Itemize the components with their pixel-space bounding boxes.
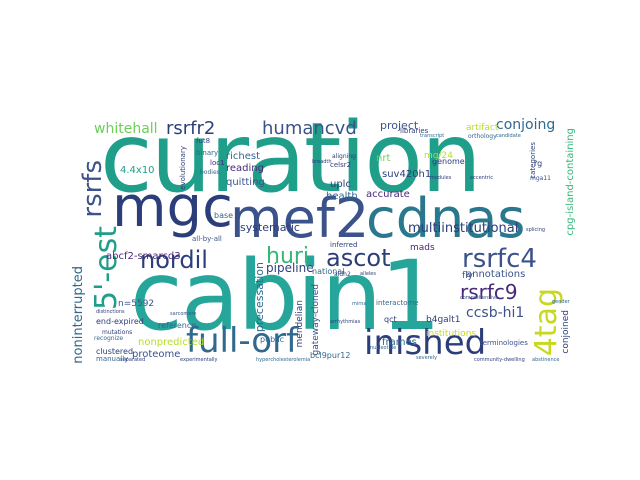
word-reference: reference [158,321,197,330]
word-candidate: candidate [496,133,521,139]
word-binary: binary [196,149,219,157]
word-base: base [214,211,234,220]
word-experimentally: experimentally [180,357,218,363]
word-clustered: clustered [96,347,134,356]
word-mga11: mga11 [530,175,551,182]
word-manually: manually [96,355,129,363]
word-reading: reading [226,163,264,174]
word-cabin1: cabin1 [130,240,441,352]
word-arrhythmias: arrhythmias [330,319,361,325]
word-multiinstitutional: multiinstitutional [408,221,519,236]
word-mef2: mef2 [230,187,370,250]
word-ascot: ascot [326,244,391,272]
word-eccentric: eccentric [470,175,493,181]
word-n-5592: n=5592 [118,299,155,309]
word-nrt: nrt [376,153,391,164]
word-b4galt1: b4galt1 [426,315,461,325]
word-terminologies: terminologies [480,339,528,347]
word-institutions: institutions [426,329,477,339]
word-mads: mads [410,243,435,253]
word-comprehensive: comprehensive [460,295,499,301]
word-qct: qct [384,315,397,324]
word-health: health [326,191,358,202]
word-quitting: quitting [226,177,265,188]
word-rg: rg [534,159,543,168]
word-ccsb-hi1: ccsb-hi1 [466,305,525,321]
word-full-orf: full-orf [186,321,299,361]
word-annotations: annotations [466,269,526,280]
word-mutations: mutations [102,329,133,336]
word-mg24: mg/24 [424,151,453,161]
word-community-dwelling: community-dwelling [474,357,525,363]
word-huri: huri [266,244,310,269]
word-conjoined: conjoined [561,310,571,354]
word-frames: frames [382,337,417,348]
word-project: project [380,119,419,132]
word-bodies: bodies [200,169,220,176]
word-conjoing: conjoing [496,117,556,133]
word-artifact: artifact [466,123,499,133]
word-humancvd: humancvd [262,118,357,139]
word-libraries: libraries [400,127,429,135]
word-cpg-island-containing: cpg-island-containing [565,128,576,236]
word-uplc: uplc [330,179,351,190]
word-noninterrupted: noninterrupted [71,266,86,364]
word-breadth: breadth [312,159,332,165]
word-abstinence: abstinence [532,357,560,363]
word-orthology: orthology [468,133,497,140]
word-end-expired: end-expired [96,317,144,326]
word-proteome: proteome [132,349,181,360]
word-alleles: alleles [360,271,376,277]
word-transcript: transcript [420,133,445,139]
word-evolutionary: evolutionary [179,146,187,190]
word-national: national [312,267,345,276]
word-rsrfs: rsrfs [78,160,108,218]
word-genome: genome [432,157,465,166]
word-abcf2-smarcd3: abcf2-smarcd3 [106,251,181,262]
word-sarcomere: sarcomere [170,311,197,317]
word-gender: gender [552,299,570,305]
word-curation: curation [100,102,482,214]
word-recognize: recognize [94,335,124,342]
word-nordil: nordil [140,246,208,274]
word-nucleotide: nucleotide [370,345,397,351]
word-inferred: inferred [330,241,358,249]
word-accurate: accurate [366,189,410,200]
word-all-by-all: all-by-all [192,235,222,243]
word-severely: severely [416,355,438,361]
word-modules: modules [430,175,452,181]
word-richest: richest [226,151,261,162]
word-precessation: precessation [253,262,266,333]
word-splicing: splicing [526,227,546,233]
word-hypercholesterolemia: hypercholesterolemia [256,357,311,363]
word-inished: inished [364,323,487,363]
word-5-est: 5'-est [89,226,124,311]
word-mgc: mgc [112,175,233,240]
word-fly: fly [462,271,473,281]
word-public: public [260,335,285,344]
word-separated: separated [120,357,146,363]
word-whitehall: whitehall [94,121,158,137]
word-rsrfr2: rsrfr2 [166,118,216,139]
word-fut8: fut8 [196,137,211,145]
word-interactome: interactome [376,299,419,307]
word-cdnas: cdnas [366,187,526,250]
word-aldh2: aldh2 [334,271,351,278]
word-celsr2: celsr2 [330,161,352,169]
word-nonpredicted: nonpredicted [138,337,205,348]
word-gateway-cloned: gateway-cloned [311,284,321,356]
word-systematic: systematic [240,221,300,234]
word-loc1: loc1 [210,159,225,167]
word-bcl9pur12: bcl9pur12 [310,351,351,360]
word-distinctions: distinctions [96,309,125,315]
word-aligning: aligning [332,153,356,160]
word-suv420h1: suv420h1 [382,169,432,180]
word-rsrfc4: rsrfc4 [462,244,537,274]
word-4-4x10: 4.4x10 [120,165,155,176]
word-rsrfc9: rsrfc9 [460,280,518,304]
word-mirna: mirna [352,301,367,307]
word-mendelian: mendelian [295,300,305,348]
word-pipeline: pipeline [266,261,314,275]
